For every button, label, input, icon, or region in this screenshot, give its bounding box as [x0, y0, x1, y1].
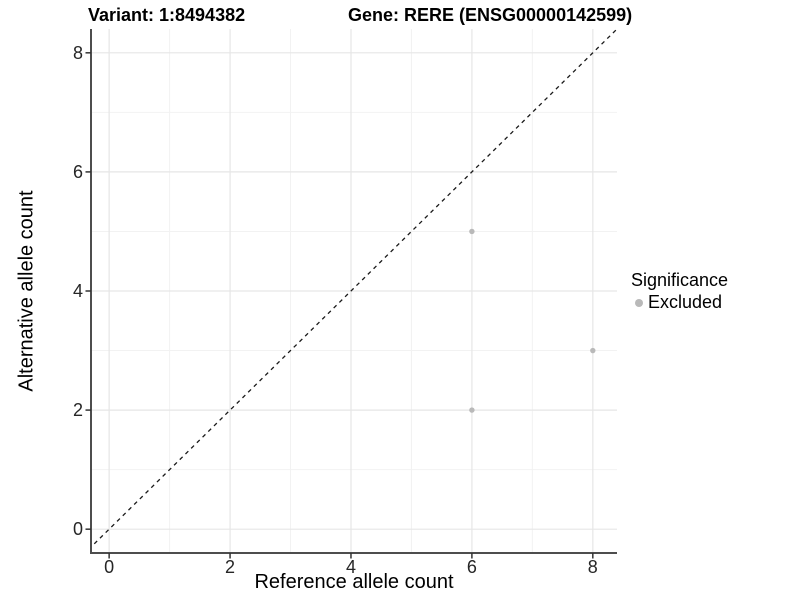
- data-point: [469, 228, 475, 235]
- y-tick-label: 2: [73, 400, 83, 420]
- plot-title-gene: Gene: RERE (ENSG00000142599): [348, 5, 633, 25]
- y-tick-label: 4: [73, 281, 83, 301]
- x-tick-label: 0: [104, 557, 114, 577]
- x-tick-label: 8: [588, 557, 598, 577]
- y-tick-label: 8: [73, 43, 83, 63]
- x-axis-title: Reference allele count: [254, 571, 454, 593]
- x-tick-label: 2: [225, 557, 235, 577]
- x-tick-label: 4: [346, 557, 356, 577]
- y-axis-title: Alternative allele count: [15, 190, 38, 392]
- legend-item-label: Excluded: [648, 292, 723, 312]
- legend-item-excluded: Excluded: [631, 292, 728, 313]
- y-tick-label: 6: [73, 162, 83, 182]
- identity-dashed-line: [91, 29, 617, 548]
- x-tick-label: 6: [467, 557, 477, 577]
- legend-title: Significance: [631, 270, 729, 290]
- data-point: [469, 407, 475, 413]
- y-tick-label: 0: [73, 519, 83, 539]
- plot-title-variant: Variant: 1:8494382: [88, 5, 246, 25]
- data-point: [590, 347, 596, 354]
- legend-key-dot-icon: [635, 298, 643, 307]
- legend: Significance Excluded: [631, 270, 728, 313]
